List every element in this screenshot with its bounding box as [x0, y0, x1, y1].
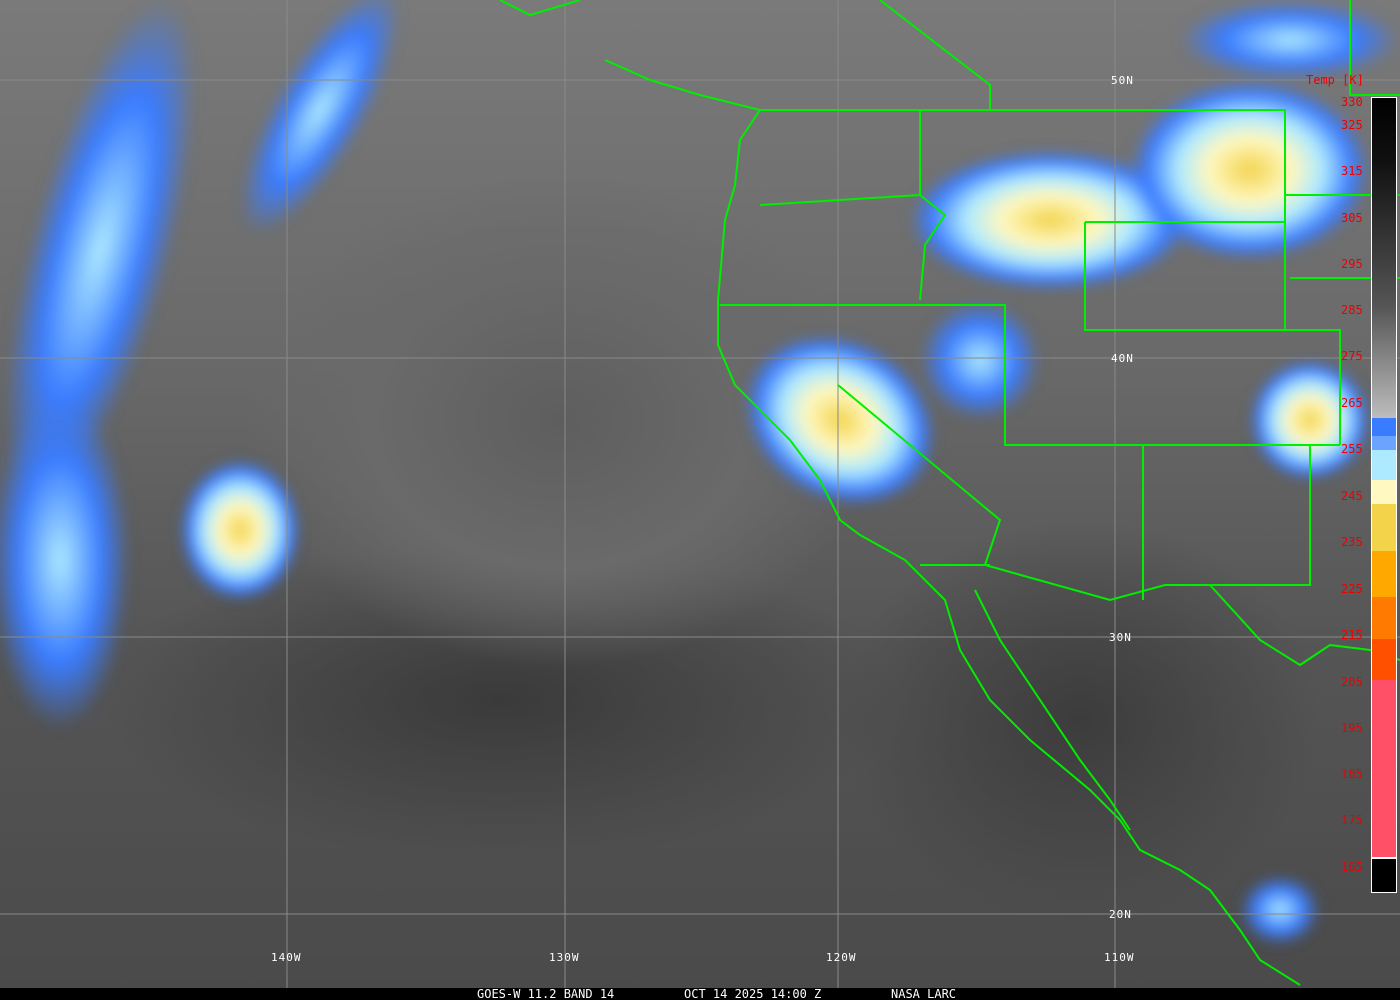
latitude-label-20n: 20N [1109, 908, 1132, 921]
colorbar-tick-label: 185 [1341, 767, 1363, 781]
colorbar-mid-blue-segment [1372, 436, 1396, 450]
colorbar-gray-segment [1372, 98, 1396, 418]
longitude-label-110w: 110W [1104, 951, 1135, 964]
temperature-colorbar [1371, 97, 1397, 893]
colorbar-tick-label: 225 [1341, 582, 1363, 596]
colorbar-yellow-segment [1372, 504, 1396, 551]
colorbar-blue-segment [1372, 418, 1396, 436]
caption-satellite: GOES-W 11.2 BAND 14 [477, 987, 615, 1000]
colorbar-tick-label: 330 [1341, 95, 1363, 109]
colorbar-tick-label: 195 [1341, 721, 1363, 735]
colorbar-tick-label: 325 [1341, 118, 1363, 132]
longitude-label-140w: 140W [271, 951, 302, 964]
colorbar-tick-label: 255 [1341, 442, 1363, 456]
colorbar-tick-label: 265 [1341, 396, 1363, 410]
colorbar-tick-label: 245 [1341, 489, 1363, 503]
latitude-label-30n: 30N [1109, 631, 1132, 644]
image-caption: GOES-W 11.2 BAND 14 OCT 14 2025 14:00 Z … [0, 988, 1400, 1000]
latitude-label-50n: 50N [1111, 74, 1134, 87]
caption-datetime: OCT 14 2025 14:00 Z [684, 987, 822, 1000]
colorbar-dark-orange-segment [1372, 597, 1396, 639]
legend-title: Temp [K] [1306, 73, 1364, 87]
colorbar-tick-label: 235 [1341, 535, 1363, 549]
colorbar-tick-label: 315 [1341, 164, 1363, 178]
colorbar-tick-label: 165 [1341, 860, 1363, 874]
colorbar-tick-label: 285 [1341, 303, 1363, 317]
colorbar-red-orange-segment [1372, 639, 1396, 680]
colorbar-orange-segment [1372, 551, 1396, 597]
colorbar-tick-label: 215 [1341, 628, 1363, 642]
caption-source: NASA LARC [891, 987, 957, 1000]
longitude-label-120w: 120W [826, 951, 857, 964]
colorbar-pink-segment [1372, 680, 1396, 857]
latitude-label-40n: 40N [1111, 352, 1134, 365]
colorbar-pale-yellow-segment [1372, 480, 1396, 504]
colorbar-light-blue-segment [1372, 450, 1396, 480]
cloud-features [0, 0, 1400, 945]
colorbar-tick-label: 205 [1341, 675, 1363, 689]
colorbar-tick-label: 305 [1341, 211, 1363, 225]
colorbar-tick-label: 175 [1341, 813, 1363, 827]
colorbar-tick-label: 295 [1341, 257, 1363, 271]
colorbar-tick-label: 275 [1341, 349, 1363, 363]
longitude-label-130w: 130W [549, 951, 580, 964]
